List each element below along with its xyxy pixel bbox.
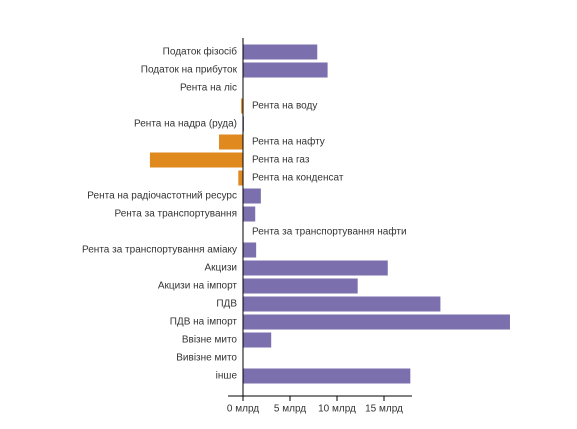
category-label: Рента на надра (руда) xyxy=(134,119,237,130)
category-label: Податок на прибуток xyxy=(141,64,238,76)
category-label: Рента за транспортування xyxy=(114,209,237,220)
category-label: Рента на газ xyxy=(252,155,310,166)
category-label: Рента на ліс xyxy=(180,83,237,94)
bar xyxy=(219,134,243,150)
bar xyxy=(149,152,243,168)
x-tick-label: 15 млрд xyxy=(365,404,403,415)
bar xyxy=(243,206,256,222)
category-label: Акцизи на імпорт xyxy=(158,281,238,292)
category-label: Рента за транспортування нафти xyxy=(252,226,407,238)
x-tick-label: 0 млрд xyxy=(227,404,259,415)
category-label: Акцизи xyxy=(204,263,237,274)
bar xyxy=(243,332,272,348)
category-label: Вивізне мито xyxy=(176,353,237,364)
bar xyxy=(243,296,441,312)
category-label: ПДВ xyxy=(216,299,237,310)
bar xyxy=(243,62,328,78)
bar xyxy=(243,44,318,60)
x-tick-label: 5 млрд xyxy=(274,404,306,415)
category-label: Рента на нафту xyxy=(252,136,325,148)
category-label: інше xyxy=(216,371,238,382)
bar xyxy=(243,188,261,204)
bar xyxy=(243,278,358,294)
bar xyxy=(243,242,257,258)
x-tick-label: 10 млрд xyxy=(318,404,356,415)
bar xyxy=(241,98,243,114)
category-label: Податок фізосіб xyxy=(163,46,238,58)
category-label: Рента за транспортування аміаку xyxy=(82,245,237,256)
category-label: Рента на конденсат xyxy=(252,173,344,184)
category-label: ПДВ на імпорт xyxy=(170,317,238,328)
category-label: Рента на воду xyxy=(252,101,317,112)
bar xyxy=(243,368,411,384)
category-label: Рента на радіочастотний ресурс xyxy=(87,191,237,202)
bar xyxy=(243,260,388,276)
bar xyxy=(238,170,243,186)
bar xyxy=(243,314,510,330)
category-label: Ввізне мито xyxy=(182,335,238,346)
